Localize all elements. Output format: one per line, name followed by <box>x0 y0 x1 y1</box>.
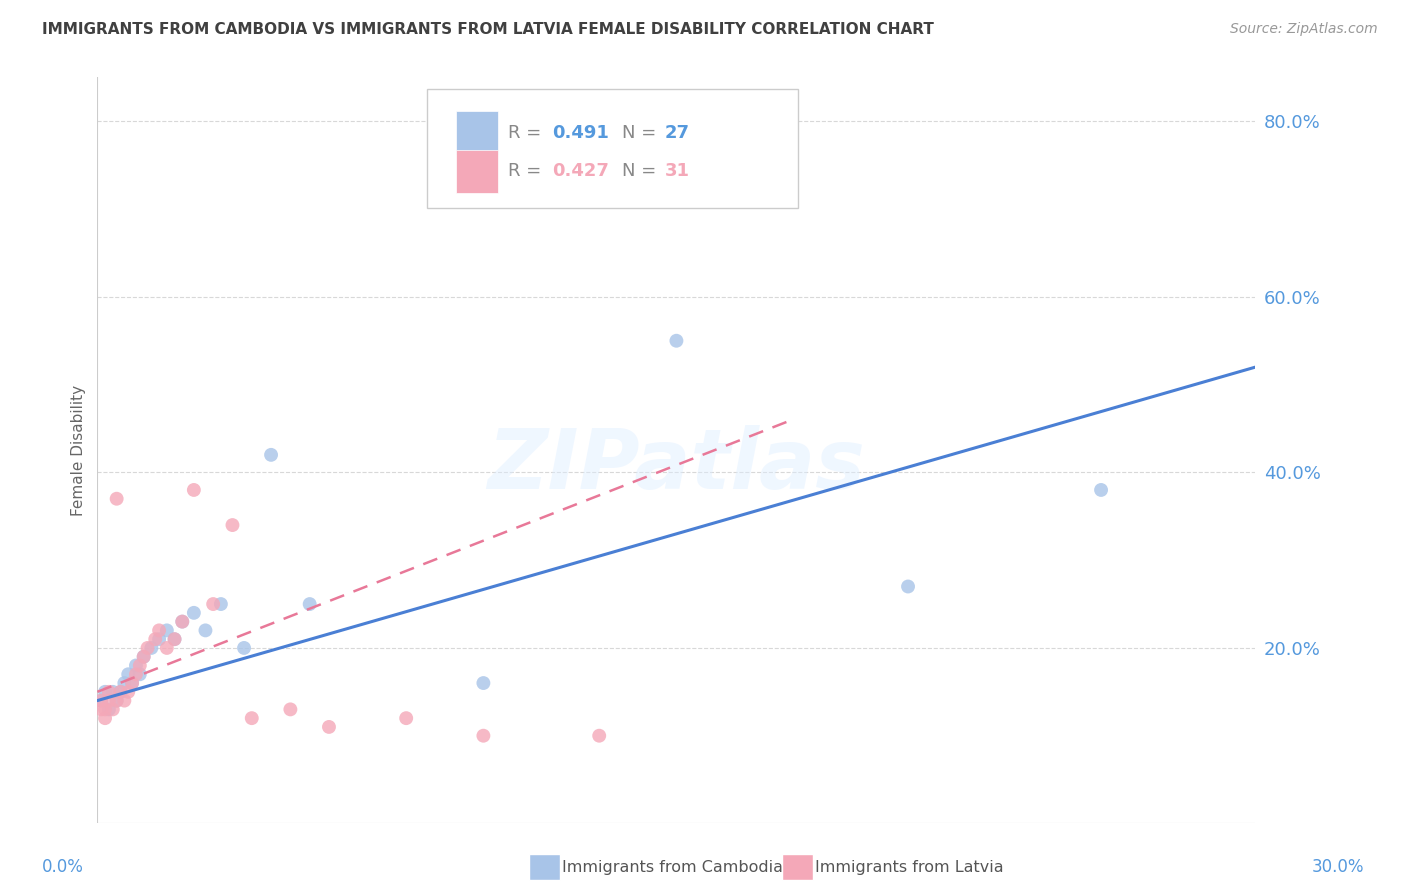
Point <box>94 685 117 699</box>
Point <box>148 632 170 647</box>
Point <box>472 729 495 743</box>
Point <box>128 667 150 681</box>
Point <box>117 685 139 699</box>
Point <box>665 334 688 348</box>
Text: 31: 31 <box>665 162 690 180</box>
Point <box>128 658 150 673</box>
Point <box>172 615 194 629</box>
Point <box>105 693 128 707</box>
Point <box>112 676 135 690</box>
Point <box>132 649 155 664</box>
FancyBboxPatch shape <box>457 111 498 154</box>
FancyBboxPatch shape <box>427 88 799 208</box>
Text: 30.0%: 30.0% <box>1312 858 1364 876</box>
Text: IMMIGRANTS FROM CAMBODIA VS IMMIGRANTS FROM LATVIA FEMALE DISABILITY CORRELATION: IMMIGRANTS FROM CAMBODIA VS IMMIGRANTS F… <box>42 22 934 37</box>
Point <box>110 685 132 699</box>
Point <box>97 693 120 707</box>
Text: 27: 27 <box>665 124 690 142</box>
Point <box>132 649 155 664</box>
Point <box>588 729 610 743</box>
Text: Immigrants from Cambodia: Immigrants from Cambodia <box>562 860 783 874</box>
Text: Immigrants from Latvia: Immigrants from Latvia <box>815 860 1004 874</box>
Point <box>202 597 225 611</box>
FancyBboxPatch shape <box>457 150 498 193</box>
Point <box>101 685 124 699</box>
Point <box>183 483 205 497</box>
Point <box>97 702 120 716</box>
Point <box>233 640 256 655</box>
Point <box>105 693 128 707</box>
Point <box>280 702 302 716</box>
Point <box>183 606 205 620</box>
Point <box>298 597 321 611</box>
Point <box>143 632 166 647</box>
Point <box>156 624 179 638</box>
Point <box>1090 483 1112 497</box>
Text: Source: ZipAtlas.com: Source: ZipAtlas.com <box>1230 22 1378 37</box>
Point <box>141 640 163 655</box>
Point <box>136 640 159 655</box>
Text: ZIPatlas: ZIPatlas <box>488 425 865 506</box>
Y-axis label: Female Disability: Female Disability <box>72 384 86 516</box>
Point <box>125 667 148 681</box>
Point <box>172 615 194 629</box>
Point <box>90 693 112 707</box>
Point <box>897 580 920 594</box>
Text: N =: N = <box>621 124 662 142</box>
Text: N =: N = <box>621 162 662 180</box>
Point <box>221 518 243 533</box>
Point <box>194 624 217 638</box>
Text: 0.427: 0.427 <box>553 162 609 180</box>
Point <box>148 624 170 638</box>
Point <box>240 711 263 725</box>
Point <box>209 597 232 611</box>
Text: 0.491: 0.491 <box>553 124 609 142</box>
Point <box>112 693 135 707</box>
Point <box>318 720 340 734</box>
Point <box>117 667 139 681</box>
Point <box>125 658 148 673</box>
Point <box>101 702 124 716</box>
Point <box>121 676 143 690</box>
Point <box>105 491 128 506</box>
Text: R =: R = <box>509 162 547 180</box>
Text: 0.0%: 0.0% <box>42 858 84 876</box>
Point <box>97 685 120 699</box>
Point <box>90 693 112 707</box>
Point <box>156 640 179 655</box>
Point <box>163 632 186 647</box>
Point <box>121 676 143 690</box>
Point <box>395 711 418 725</box>
Point <box>94 711 117 725</box>
Point <box>94 702 117 716</box>
Point <box>260 448 283 462</box>
Point <box>90 702 112 716</box>
Text: R =: R = <box>509 124 547 142</box>
Point <box>472 676 495 690</box>
Point <box>163 632 186 647</box>
Point <box>110 685 132 699</box>
